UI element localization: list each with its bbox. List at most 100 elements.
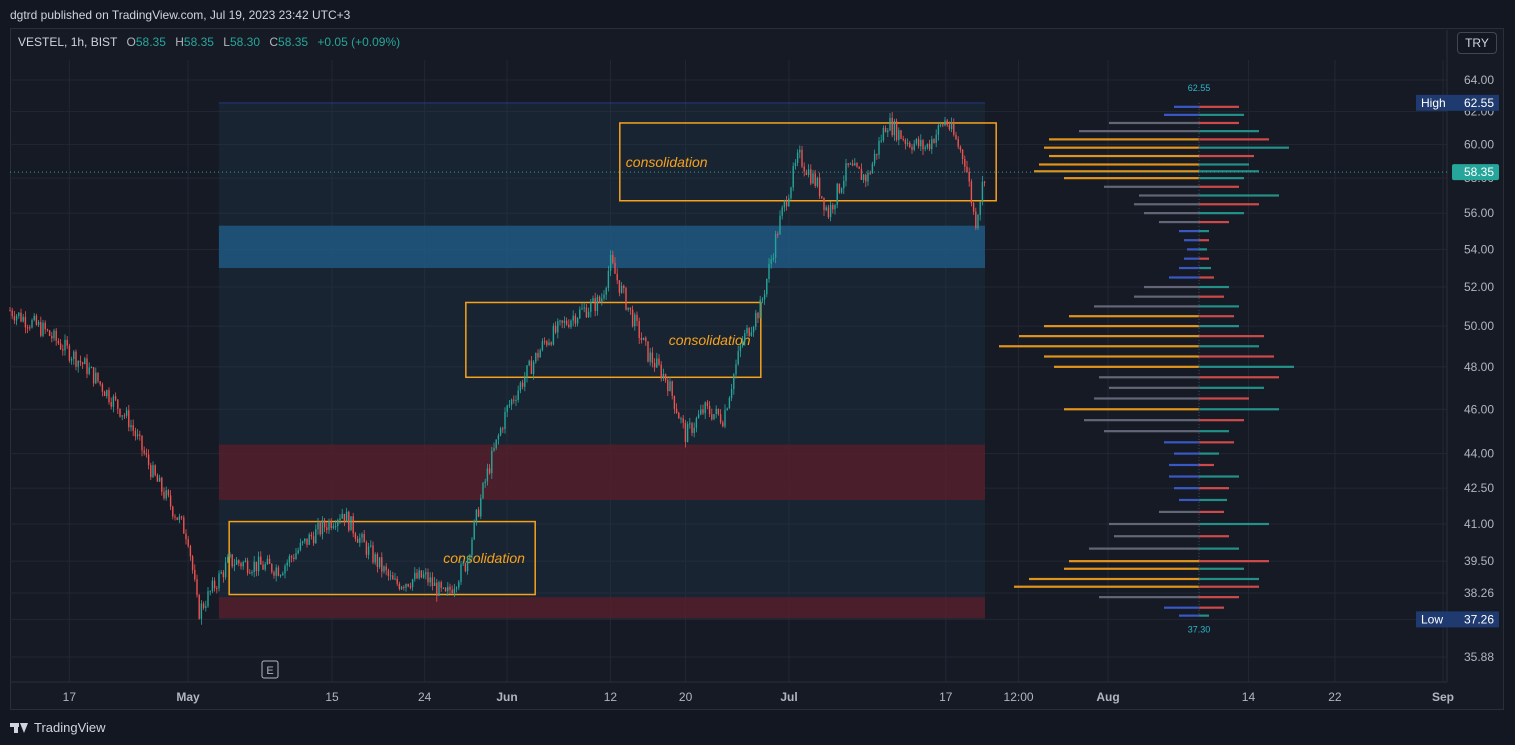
profile-bar-left: [1179, 498, 1199, 502]
candle-body: [134, 430, 137, 437]
candle-body: [418, 570, 420, 579]
candle-body: [288, 556, 291, 563]
candle-body: [427, 572, 429, 583]
candle-body: [187, 539, 189, 547]
candle-body: [451, 589, 453, 594]
profile-bar-left: [1144, 212, 1199, 215]
candle-body: [213, 580, 216, 589]
currency-button[interactable]: TRY: [1457, 32, 1497, 54]
candle-body: [150, 465, 152, 478]
candle-body: [909, 142, 911, 148]
candle-body: [79, 360, 82, 363]
candle-body: [629, 307, 632, 310]
profile-bar-right: [1199, 614, 1209, 617]
profile-bar-right: [1199, 430, 1229, 433]
profile-bar-left: [1104, 430, 1199, 433]
candle-body: [268, 558, 271, 564]
candle-body: [332, 526, 335, 528]
range-area: [218, 102, 985, 620]
candle-body: [482, 482, 484, 499]
candle-body: [814, 173, 816, 187]
candle-body: [717, 408, 720, 415]
profile-bar-right: [1199, 510, 1224, 514]
candle-body: [935, 134, 937, 143]
y-tick-label: 50.00: [1464, 319, 1494, 333]
profile-bar-right: [1199, 170, 1259, 173]
candle-body: [471, 539, 473, 556]
x-tick-label: Aug: [1096, 690, 1119, 704]
candle-body: [493, 448, 495, 451]
candle-body: [796, 152, 799, 163]
profile-bar-right: [1199, 276, 1214, 279]
candle-body: [180, 516, 183, 518]
candle-body: [739, 345, 742, 352]
candle-body: [873, 153, 876, 164]
candle-body: [55, 330, 57, 341]
candle-body: [869, 172, 871, 174]
candle-body: [854, 163, 856, 166]
candle-body: [123, 415, 126, 417]
candle-body: [35, 315, 38, 325]
candle-body: [385, 566, 387, 571]
x-tick-label: May: [176, 690, 200, 704]
y-tick-label: 38.26: [1464, 586, 1494, 600]
candle-body: [821, 196, 823, 198]
candle-body: [911, 147, 913, 150]
candle-body: [59, 343, 62, 350]
profile-bar-left: [1114, 535, 1199, 538]
candle-body: [469, 555, 471, 558]
candle-body: [77, 360, 79, 367]
candle-body: [158, 477, 161, 482]
consolidation-box: [619, 122, 997, 202]
candle-body: [823, 197, 825, 211]
candle-body: [348, 511, 350, 531]
candle-body: [546, 341, 548, 345]
low-value: 37.26: [1464, 612, 1494, 626]
candle-body: [9, 310, 11, 312]
candle-body: [680, 418, 682, 420]
candle-body: [447, 586, 449, 592]
candle-body: [801, 149, 803, 167]
candle-body: [112, 396, 115, 407]
candle-body: [499, 428, 502, 436]
candle-body: [647, 341, 649, 362]
candle-body: [297, 550, 299, 554]
profile-bar-right: [1199, 419, 1244, 422]
candle-body: [926, 143, 929, 148]
footer-brand[interactable]: TradingView: [10, 720, 106, 735]
candle-body: [726, 408, 728, 411]
x-tick-label: 15: [325, 690, 339, 704]
candle-body: [20, 312, 22, 322]
candle-body: [405, 583, 407, 588]
profile-bar-right: [1199, 121, 1239, 125]
candle-body: [755, 312, 757, 328]
candle-body: [376, 554, 379, 567]
candle-body: [475, 509, 478, 521]
x-tick-label: 12:00: [1004, 690, 1034, 704]
profile-bar-right: [1199, 335, 1264, 338]
candle-body: [893, 121, 896, 136]
consolidation-label: consolidation: [626, 154, 708, 170]
candle-body: [356, 538, 359, 543]
earnings-marker: E: [266, 665, 273, 677]
candle-body: [257, 556, 260, 572]
candle-body: [480, 498, 482, 517]
profile-bar-right: [1199, 487, 1229, 490]
candle-body: [251, 571, 253, 574]
candle-body: [484, 481, 486, 483]
candle-body: [627, 307, 629, 310]
profile-bar-left: [1144, 285, 1199, 289]
candle-body: [75, 351, 77, 367]
candle-body: [535, 352, 537, 362]
candle-body: [462, 563, 464, 565]
candle-body: [26, 327, 29, 329]
candle-body: [178, 516, 181, 520]
candle-body: [306, 538, 308, 545]
candle-body: [616, 273, 618, 281]
candle-body: [438, 582, 440, 596]
candle-body: [156, 475, 159, 482]
candle-body: [818, 177, 821, 197]
candle-body: [572, 315, 574, 321]
profile-bar-right: [1199, 185, 1239, 188]
